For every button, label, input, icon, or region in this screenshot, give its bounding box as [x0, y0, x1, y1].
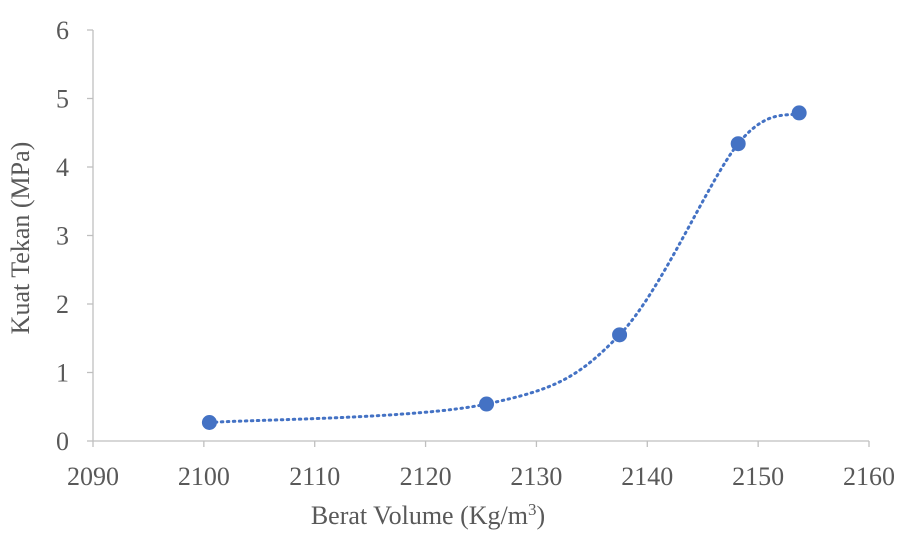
x-tick-label: 2160: [843, 462, 895, 491]
data-point: [479, 396, 495, 412]
x-tick-label: 2140: [621, 462, 673, 491]
y-tick-label: 6: [56, 16, 69, 45]
x-axis-title-main: Berat Volume (Kg/m: [311, 501, 528, 530]
y-tick-label: 1: [56, 359, 69, 388]
x-axis-title: Berat Volume (Kg/m3): [311, 500, 545, 531]
x-tick-label: 2110: [289, 462, 340, 491]
x-tick-label: 2150: [732, 462, 784, 491]
y-tick-label: 3: [56, 222, 69, 251]
x-axis-title-end: ): [536, 501, 545, 530]
x-axis-ticks: 2090 2100 2110 2120 2130 2140 2150 2160: [67, 441, 895, 491]
y-axis-ticks: 0 1 2 3 4 5 6: [56, 16, 93, 456]
y-tick-label: 5: [56, 85, 69, 114]
data-point: [201, 415, 217, 431]
data-points: [201, 105, 807, 431]
x-tick-label: 2090: [67, 462, 119, 491]
x-axis-title-superscript: 3: [528, 500, 537, 519]
data-point: [791, 105, 807, 121]
x-tick-label: 2130: [510, 462, 562, 491]
data-point: [612, 327, 628, 343]
x-tick-label: 2100: [178, 462, 230, 491]
y-tick-label: 0: [56, 427, 69, 456]
trendline: [207, 111, 801, 425]
y-tick-label: 4: [56, 153, 69, 182]
data-point: [730, 136, 746, 152]
y-tick-label: 2: [56, 290, 69, 319]
x-tick-label: 2120: [400, 462, 452, 491]
y-axis-title: Kuat Tekan (MPa): [6, 142, 35, 335]
